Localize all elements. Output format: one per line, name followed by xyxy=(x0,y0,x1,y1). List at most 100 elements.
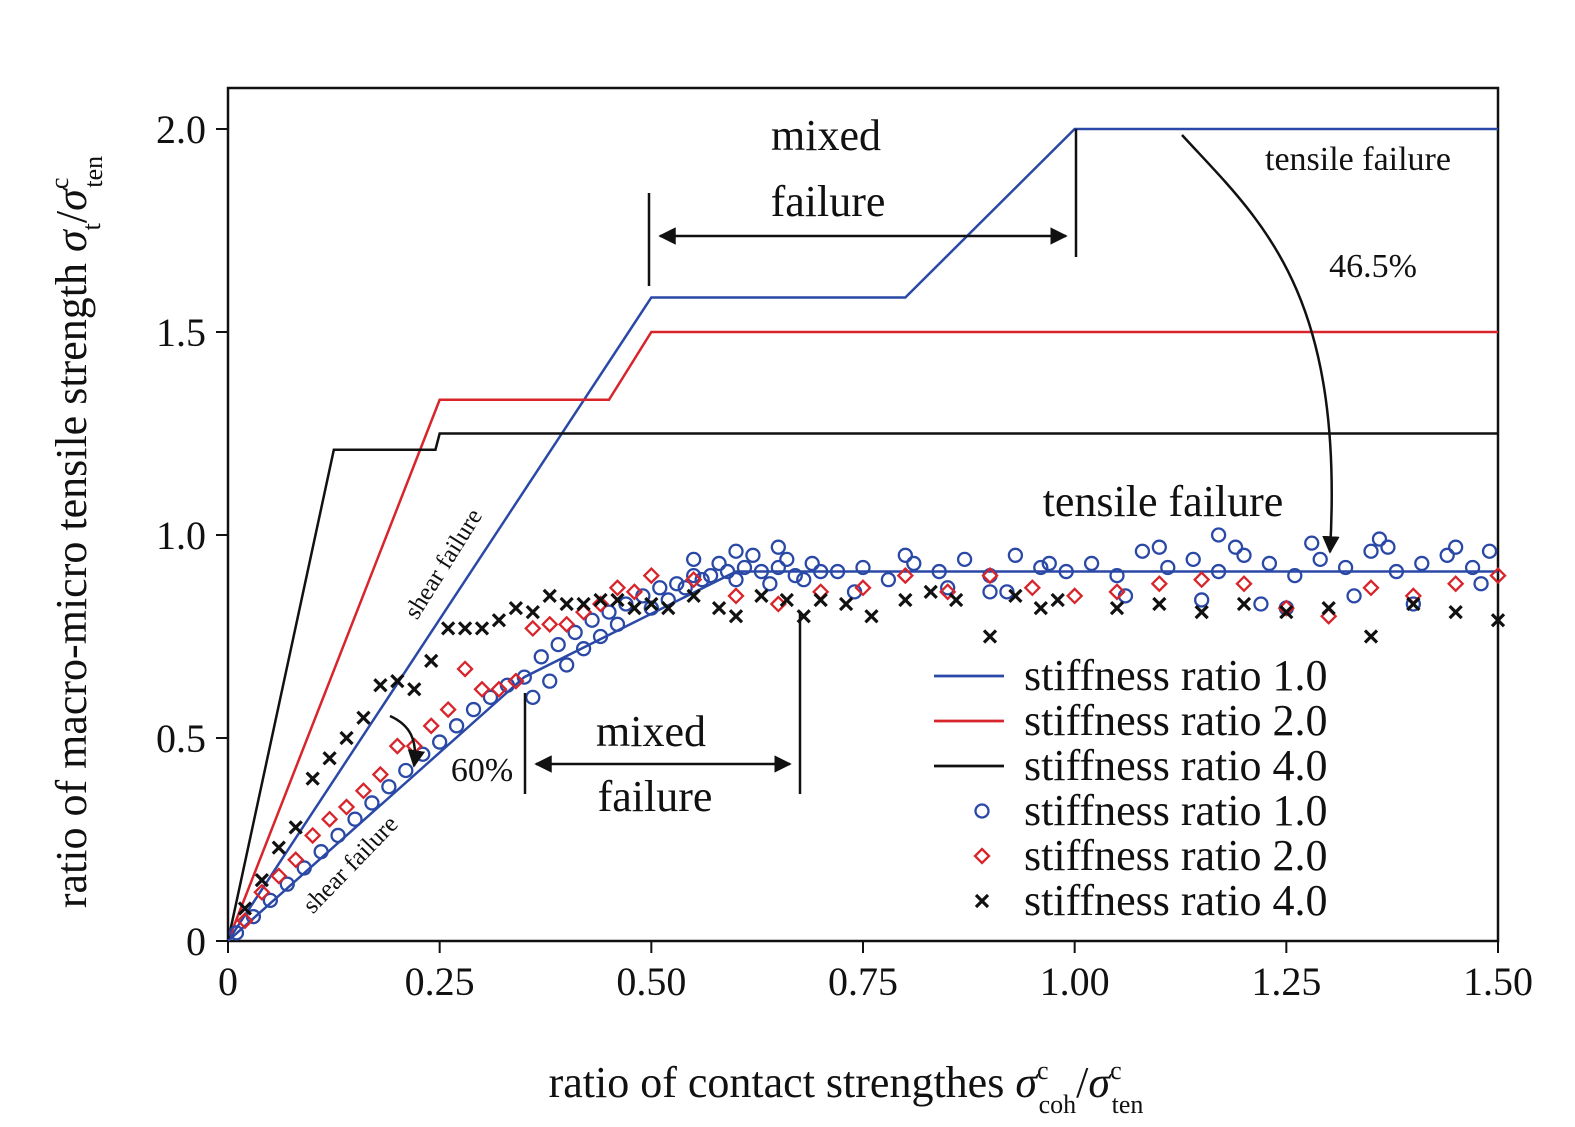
scatter-point-2 xyxy=(1193,571,1211,589)
scatter-point-2 xyxy=(1108,583,1126,601)
scatter-point-1 xyxy=(643,600,659,616)
scatter-point-1 xyxy=(745,547,761,563)
scatter-point-1 xyxy=(1253,596,1269,612)
scatter-point-3 xyxy=(339,730,354,746)
scatter-point-1 xyxy=(770,559,786,576)
scatter-point-1 xyxy=(1041,555,1057,572)
scatter-point-2 xyxy=(507,672,525,690)
scatter-point-1 xyxy=(931,563,947,580)
scatter-point-2 xyxy=(287,851,305,869)
scatter-point-3 xyxy=(508,600,523,616)
scatter-point-1 xyxy=(542,673,558,689)
scatter-point-3 xyxy=(542,588,557,604)
legend-swatch-marker xyxy=(973,847,991,865)
scatter-point-2 xyxy=(304,826,322,845)
scatter-point-2 xyxy=(1447,575,1465,593)
annotation-tensile-top: tensile failure xyxy=(1265,141,1451,178)
scatter-point-1 xyxy=(584,612,600,628)
line-series-2 xyxy=(226,330,1498,942)
scatter-point-1 xyxy=(398,762,414,779)
legend-label: stiffness ratio 2.0 xyxy=(1024,696,1328,745)
scatter-point-1 xyxy=(855,559,871,576)
scatter-point-2 xyxy=(236,912,254,930)
scatter-point-1 xyxy=(601,604,617,620)
scatter-point-2 xyxy=(727,587,745,605)
marker-stroke xyxy=(686,588,701,604)
scatter-point-1 xyxy=(1380,539,1396,555)
scatter-point-2 xyxy=(1362,579,1380,597)
scatter-point-1 xyxy=(364,795,380,811)
scatter-point-1 xyxy=(592,628,609,645)
marker-stroke xyxy=(424,653,439,668)
scatter-point-1 xyxy=(1414,555,1430,572)
marker-stroke xyxy=(838,596,854,612)
scatter-point-3 xyxy=(1152,596,1167,612)
arrow-60pct xyxy=(389,714,426,768)
marker-stroke xyxy=(288,820,303,835)
scatter-point-3 xyxy=(525,605,540,620)
scatter-point-3 xyxy=(1406,596,1421,612)
scatter-point-3 xyxy=(457,621,473,636)
marker-stroke xyxy=(644,596,659,612)
legend-label: stiffness ratio 4.0 xyxy=(1024,876,1328,925)
line-series-1 xyxy=(226,127,1498,942)
scatter-point-1 xyxy=(1439,547,1455,563)
scatter-point-3 xyxy=(576,596,591,612)
scatter-point-3 xyxy=(1321,600,1336,616)
scatter-point-1 xyxy=(525,689,541,706)
scatter-point-3 xyxy=(1490,613,1506,628)
scatter-point-3 xyxy=(237,901,253,916)
marker-stroke xyxy=(441,621,456,636)
scatter-point-3 xyxy=(711,600,727,616)
annotation-mixed-low-2: failure xyxy=(598,772,713,821)
scatter-point-3 xyxy=(424,653,439,668)
scatter-point-1 xyxy=(279,876,295,892)
scatter-point-3 xyxy=(686,588,701,604)
scatter-series-group xyxy=(228,527,1507,941)
marker-stroke xyxy=(254,872,269,888)
marker-stroke xyxy=(373,678,388,693)
scatter-point-1 xyxy=(1210,527,1227,543)
y-tick-label: 2.0 xyxy=(156,107,206,152)
scatter-point-1 xyxy=(728,543,744,559)
x-tick-label: 1.50 xyxy=(1463,959,1533,1004)
annotation-tensile-mid: tensile failure xyxy=(1043,477,1284,526)
scatter-point-1 xyxy=(1160,559,1176,576)
marker-stroke xyxy=(390,674,405,689)
scatter-point-2 xyxy=(1489,566,1507,585)
scatter-point-3 xyxy=(322,751,337,766)
scatter-point-1 xyxy=(313,844,329,860)
scatter-point-1 xyxy=(1083,555,1100,572)
scatter-point-1 xyxy=(1033,559,1049,576)
marker-stroke xyxy=(1321,600,1336,616)
scatter-point-1 xyxy=(694,572,710,588)
scatter-point-1 xyxy=(736,559,753,576)
scatter-point-1 xyxy=(880,572,897,588)
scatter-point-1 xyxy=(448,718,465,734)
scatter-point-1 xyxy=(567,624,583,641)
scatter-point-1 xyxy=(1058,563,1074,580)
annotation-pct-top: 46.5% xyxy=(1329,248,1417,285)
scatter-point-2 xyxy=(456,660,474,678)
scatter-point-2 xyxy=(337,798,356,816)
scatter-point-2 xyxy=(608,579,627,597)
scatter-point-2 xyxy=(422,717,440,735)
marker-stroke xyxy=(779,592,794,608)
scatter-point-3 xyxy=(923,584,938,599)
legend-swatch-marker xyxy=(974,803,990,819)
scatter-point-1 xyxy=(1109,567,1125,584)
scatter-point-1 xyxy=(702,567,719,584)
scatter-point-2 xyxy=(371,765,390,784)
marker-stroke xyxy=(491,613,507,628)
scatter-point-2 xyxy=(1235,575,1253,593)
scatter-point-3 xyxy=(1033,600,1048,616)
marker-stroke xyxy=(1279,605,1294,620)
marker-stroke xyxy=(339,730,354,746)
annotation-pct-low: 60% xyxy=(451,752,513,789)
scatter-point-2 xyxy=(490,680,508,698)
scatter-point-1 xyxy=(347,811,363,827)
scatter-point-2 xyxy=(558,615,576,633)
scatter-point-2 xyxy=(1150,575,1168,593)
scatter-point-3 xyxy=(1050,592,1065,608)
legend-label: stiffness ratio 1.0 xyxy=(1024,786,1328,835)
